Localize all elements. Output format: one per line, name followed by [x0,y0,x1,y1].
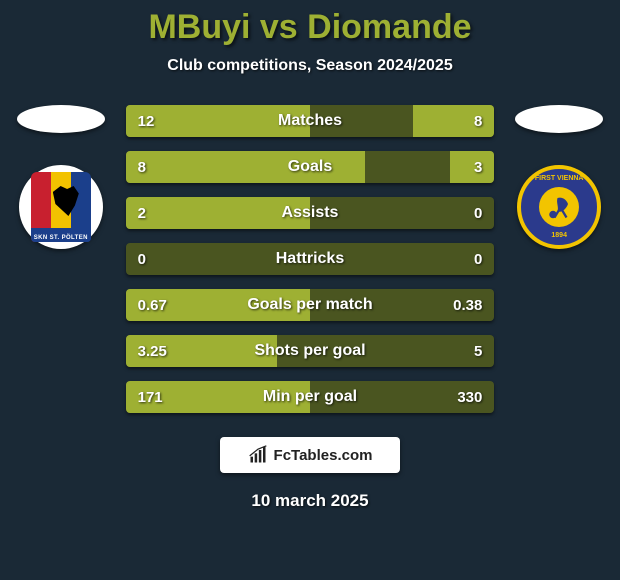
chart-icon [248,445,268,465]
date-text: 10 march 2025 [0,491,620,511]
right-club-badge: FIRST VIENNA 1894 [517,165,601,249]
stat-label: Shots per goal [126,335,495,367]
stat-label: Goals [126,151,495,183]
stat-row: 3.255Shots per goal [126,335,495,367]
stat-row: 128Matches [126,105,495,137]
main-row: SKN ST. PÖLTEN 128Matches 83Goals 20Assist… [0,105,620,413]
left-club-shield: SKN ST. PÖLTEN [31,172,91,242]
stat-label: Min per goal [126,381,495,413]
shield-banner-text: SKN ST. PÖLTEN [31,235,91,241]
left-club-badge: SKN ST. PÖLTEN [19,165,103,249]
stat-label: Matches [126,105,495,137]
footer-brand-text: FcTables.com [274,447,373,464]
right-player-col: FIRST VIENNA 1894 [504,105,614,249]
stat-row: 171330Min per goal [126,381,495,413]
stats-column: 128Matches 83Goals 20Assists 00Hattricks 0.6… [126,105,495,413]
subtitle: Club competitions, Season 2024/2025 [0,57,620,75]
page-title: MBuyi vs Diomande [0,8,620,47]
stat-label: Hattricks [126,243,495,275]
stat-label: Assists [126,197,495,229]
stat-row: 83Goals [126,151,495,183]
right-club-ring-bottom: 1894 [521,232,597,239]
left-player-col: SKN ST. PÖLTEN [6,105,116,249]
right-club-center [539,187,579,227]
player-ball-icon [544,192,574,222]
footer-brand-badge[interactable]: FcTables.com [220,437,400,473]
stat-row: 20Assists [126,197,495,229]
stat-row: 0.670.38Goals per match [126,289,495,321]
left-avatar-placeholder [17,105,105,133]
stat-label: Goals per match [126,289,495,321]
right-club-ring-top: FIRST VIENNA [521,175,597,182]
infographic-container: MBuyi vs Diomande Club competitions, Sea… [0,0,620,580]
stat-row: 00Hattricks [126,243,495,275]
right-avatar-placeholder [515,105,603,133]
